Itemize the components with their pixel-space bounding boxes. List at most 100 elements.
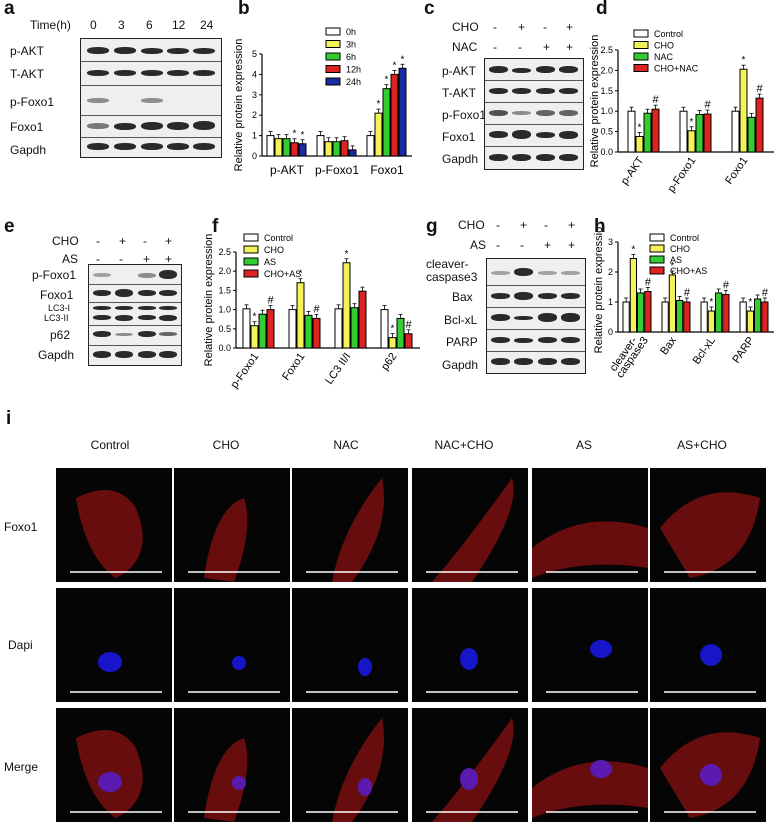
bar: [746, 310, 754, 333]
significance-star: *: [742, 55, 746, 66]
wb-label-bclxl: Bcl-xL: [444, 313, 478, 327]
significance-hash: #: [762, 287, 769, 299]
bar: [366, 135, 375, 157]
cho-sign: +: [566, 20, 574, 34]
as-label-g: AS: [470, 238, 487, 252]
legend-swatch: [243, 233, 259, 242]
as-sign: -: [496, 238, 500, 252]
legend-label: CHO+AS: [264, 269, 301, 279]
significance-star: *: [401, 54, 405, 65]
bar: [266, 309, 275, 349]
row-label-dapi: Dapi: [8, 638, 33, 652]
bar: [676, 300, 684, 333]
legend-swatch: [325, 52, 341, 61]
legend-swatch: [243, 245, 259, 254]
bar: [747, 116, 756, 153]
legend-label: Control: [670, 233, 699, 243]
y-tick-label: 3: [252, 90, 257, 100]
y-tick-label: 0.0: [600, 147, 613, 157]
significance-star: *: [377, 99, 381, 110]
panel-letter-b: b: [238, 0, 250, 19]
category-label: Foxo1: [370, 163, 404, 177]
bar: [348, 149, 357, 157]
category-label: Bcl-xL: [691, 335, 718, 367]
legend-label: CHO: [670, 244, 690, 254]
y-tick-label: 0.0: [218, 343, 231, 353]
legend-swatch: [649, 255, 665, 264]
bar: [629, 258, 637, 333]
y-tick-label: 1.0: [600, 106, 613, 116]
legend-swatch: [649, 266, 665, 275]
category-label: Foxo1: [723, 155, 750, 187]
bar: [332, 141, 341, 157]
category-label: Bax: [658, 334, 679, 357]
nac-sign: +: [543, 40, 551, 54]
cho-label-e: CHO: [52, 234, 79, 248]
bar: [739, 301, 747, 333]
bar: [312, 317, 321, 349]
micrograph-merge-5: [650, 708, 766, 822]
micrograph-foxo1-4: [532, 468, 648, 582]
cell-body: [660, 492, 760, 578]
legend-swatch: [325, 40, 341, 48]
col-label-cho: CHO: [212, 438, 240, 452]
bar: [316, 135, 325, 157]
as-sign: +: [143, 252, 151, 266]
y-tick-label: 2.5: [218, 247, 231, 257]
bar: [622, 301, 630, 333]
cell-body: [532, 761, 648, 818]
legend-swatch: [325, 27, 341, 36]
legend-label: 24h: [346, 77, 361, 87]
significance-star: *: [690, 117, 694, 128]
bar: [340, 140, 349, 157]
bar: [350, 307, 359, 349]
bar: [258, 313, 267, 349]
micrograph-dapi-3: [412, 588, 528, 702]
y-tick-label: 0.5: [218, 324, 231, 334]
y-axis-label: Relative protein expression: [593, 226, 605, 353]
micrograph-dapi-0: [56, 588, 172, 702]
bar: [739, 68, 748, 153]
time-0: 0: [90, 18, 97, 32]
bar: [679, 110, 688, 153]
bar: [637, 292, 645, 333]
y-tick-label: 2: [608, 267, 613, 277]
wb-label-gapdh: Gapdh: [10, 143, 47, 157]
western-blot-g: [486, 258, 586, 374]
category-label: p-AKT: [270, 163, 305, 177]
bar: [290, 142, 299, 157]
bar: [404, 333, 413, 349]
nac-sign: -: [493, 40, 497, 54]
cell-body: [76, 490, 143, 578]
significance-hash: #: [723, 280, 730, 292]
significance-hash: #: [313, 303, 320, 315]
micrograph-merge-0: [56, 708, 172, 822]
legend-swatch: [633, 52, 649, 61]
nucleus: [98, 652, 122, 672]
cho-sign: -: [496, 218, 500, 232]
y-tick-label: 0: [252, 151, 257, 161]
wb-label-pfoxo1: p-Foxo1: [442, 108, 487, 122]
y-tick-label: 2.0: [218, 266, 231, 276]
cho-sign: +: [165, 234, 173, 248]
significance-hash: #: [267, 295, 274, 307]
bar: [700, 301, 708, 333]
cho-sign: +: [518, 20, 526, 34]
time-3: 3: [118, 18, 125, 32]
significance-hash: #: [704, 99, 711, 111]
category-label: p-AKT: [619, 155, 647, 188]
wb-label-pfoxo1: p-Foxo1: [10, 95, 55, 109]
wb-label-cleaved-caspase3: cleaver- caspase3: [426, 257, 478, 284]
row-label-foxo1: Foxo1: [4, 520, 38, 534]
significance-star: *: [385, 75, 389, 86]
western-blot-a: [80, 38, 222, 158]
cho-sign: -: [143, 234, 147, 248]
micrograph-merge-2: [292, 708, 408, 822]
bar: [380, 309, 389, 349]
category-label: PARP: [730, 335, 757, 366]
legend-label: 3h: [346, 40, 356, 50]
cho-sign: +: [568, 218, 576, 232]
wb-label-gapdh: Gapdh: [442, 152, 479, 166]
significance-hash: #: [405, 319, 412, 331]
bar: [661, 301, 669, 333]
